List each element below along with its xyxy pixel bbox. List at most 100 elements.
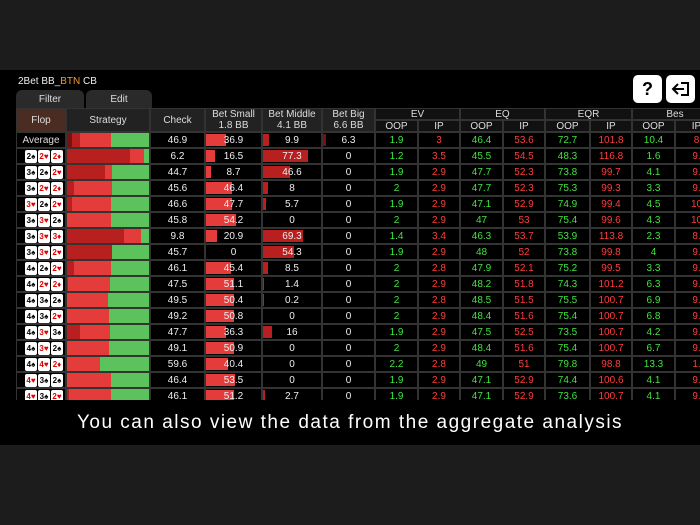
- value-text: 47.1: [471, 390, 492, 402]
- table: Flop Strategy Check Bet Small 1.8 BB Bet Midd…: [0, 108, 700, 408]
- value-text: 48.5: [471, 294, 492, 306]
- strategy-segment: [111, 213, 149, 227]
- value-cell: 101.2: [590, 276, 632, 292]
- strategy-segment: [108, 341, 149, 355]
- value-text: 6.2: [170, 150, 185, 162]
- value-cell: 36.9: [205, 132, 262, 148]
- value-text: 1.2: [389, 150, 404, 162]
- value-cell: 4: [632, 244, 675, 260]
- value-cell: 51.6: [503, 308, 545, 324]
- strategy-cell: [66, 356, 150, 372]
- value-cell: 47: [460, 212, 503, 228]
- value-text: 100.7: [598, 310, 624, 322]
- side-header: OOP: [632, 120, 675, 132]
- value-text: 99.7: [601, 166, 621, 178]
- value-text: 46.4: [471, 134, 492, 146]
- card: 2♦: [51, 150, 63, 163]
- card: 2♥: [51, 310, 63, 323]
- card: 2♥: [51, 166, 63, 179]
- strategy-segment: [111, 245, 149, 259]
- value-text: 6.8: [646, 310, 661, 322]
- value-cell: 1.4: [375, 228, 418, 244]
- value-text: 47.7: [223, 198, 244, 210]
- value-text: 99.6: [601, 214, 621, 226]
- value-text: 101.2: [598, 278, 624, 290]
- value-text: 47.7: [471, 166, 492, 178]
- strategy-segment: [110, 197, 149, 211]
- value-cell: 46.6: [262, 164, 322, 180]
- strategy-cell: [66, 212, 150, 228]
- value-text: 9.9: [285, 134, 299, 146]
- value-text: 54.5: [514, 150, 534, 162]
- value-text: 0: [345, 326, 352, 338]
- strategy-cell: [66, 308, 150, 324]
- value-text: 0: [345, 342, 352, 354]
- strategy-cell: [66, 340, 150, 356]
- value-cell: 48.4: [460, 308, 503, 324]
- value-cell: 2.9: [418, 308, 460, 324]
- value-cell: 44.7: [150, 164, 205, 180]
- value-cell: 6.3: [632, 276, 675, 292]
- value-text: 75.3: [557, 182, 578, 194]
- card: 2♥: [38, 182, 50, 195]
- value-cell: 48.4: [460, 340, 503, 356]
- value-text: 99.5: [601, 262, 621, 274]
- value-cell: 3: [418, 132, 460, 148]
- card: 3♥: [38, 342, 50, 355]
- strategy-cell: [66, 260, 150, 276]
- value-cell: 47.5: [150, 276, 205, 292]
- value-text: 4.1: [646, 390, 661, 402]
- value-cell: 9.: [675, 244, 700, 260]
- flop-cell: 3♠ 2♥ 2♦: [16, 180, 66, 196]
- strategy-segment: [67, 261, 74, 275]
- value-text: 0.2: [285, 294, 299, 306]
- strategy-segment: [69, 389, 112, 403]
- value-text: 100.7: [598, 326, 624, 338]
- value-text: 4.1: [646, 374, 661, 386]
- value-cell: 2.3: [632, 228, 675, 244]
- value-text: 47.1: [471, 374, 492, 386]
- value-cell: 0: [322, 212, 375, 228]
- value-text: 2.2: [389, 358, 404, 370]
- value-text: 101.8: [598, 134, 624, 146]
- value-cell: 0: [262, 372, 322, 388]
- card: 4♠: [25, 310, 37, 323]
- value-cell: 3.3: [632, 260, 675, 276]
- value-cell: 4.3: [632, 212, 675, 228]
- value-text: 47.7: [167, 326, 188, 338]
- exit-button[interactable]: [666, 75, 695, 103]
- card: 2♠: [25, 150, 37, 163]
- value-text: 36.3: [223, 326, 244, 338]
- bet-bar: [206, 310, 234, 322]
- value-text: 47: [475, 214, 488, 226]
- value-text: 2.7: [285, 390, 299, 402]
- edit-tab[interactable]: Edit: [86, 90, 152, 108]
- value-cell: 0: [262, 212, 322, 228]
- value-text: 53.7: [514, 230, 534, 242]
- value-cell: 74.3: [545, 276, 590, 292]
- strategy-segment: [111, 181, 149, 195]
- help-button[interactable]: ?: [633, 75, 662, 103]
- bet-bar: [206, 326, 226, 338]
- value-text: 0: [345, 182, 352, 194]
- value-text: 3.5: [432, 150, 446, 162]
- value-text: 51.6: [514, 342, 534, 354]
- value-text: 53.5: [223, 374, 244, 386]
- value-text: 0: [289, 342, 295, 354]
- value-text: 100.6: [598, 374, 624, 386]
- filter-tab[interactable]: Filter: [16, 90, 84, 108]
- value-cell: 1.9: [375, 372, 418, 388]
- flop-cell: 4♠ 4♥ 2♦: [16, 356, 66, 372]
- value-cell: 47.1: [460, 196, 503, 212]
- strategy-segment: [109, 325, 149, 339]
- strategy-segment: [130, 149, 144, 163]
- bet-bar: [263, 278, 264, 290]
- value-cell: 9.: [675, 164, 700, 180]
- value-text: 52.1: [514, 262, 534, 274]
- strategy-cell: [66, 164, 150, 180]
- value-cell: 2.9: [418, 196, 460, 212]
- value-text: 1.6: [646, 150, 661, 162]
- value-cell: 5.7: [262, 196, 322, 212]
- strategy-cell: [66, 292, 150, 308]
- value-cell: 51.8: [503, 276, 545, 292]
